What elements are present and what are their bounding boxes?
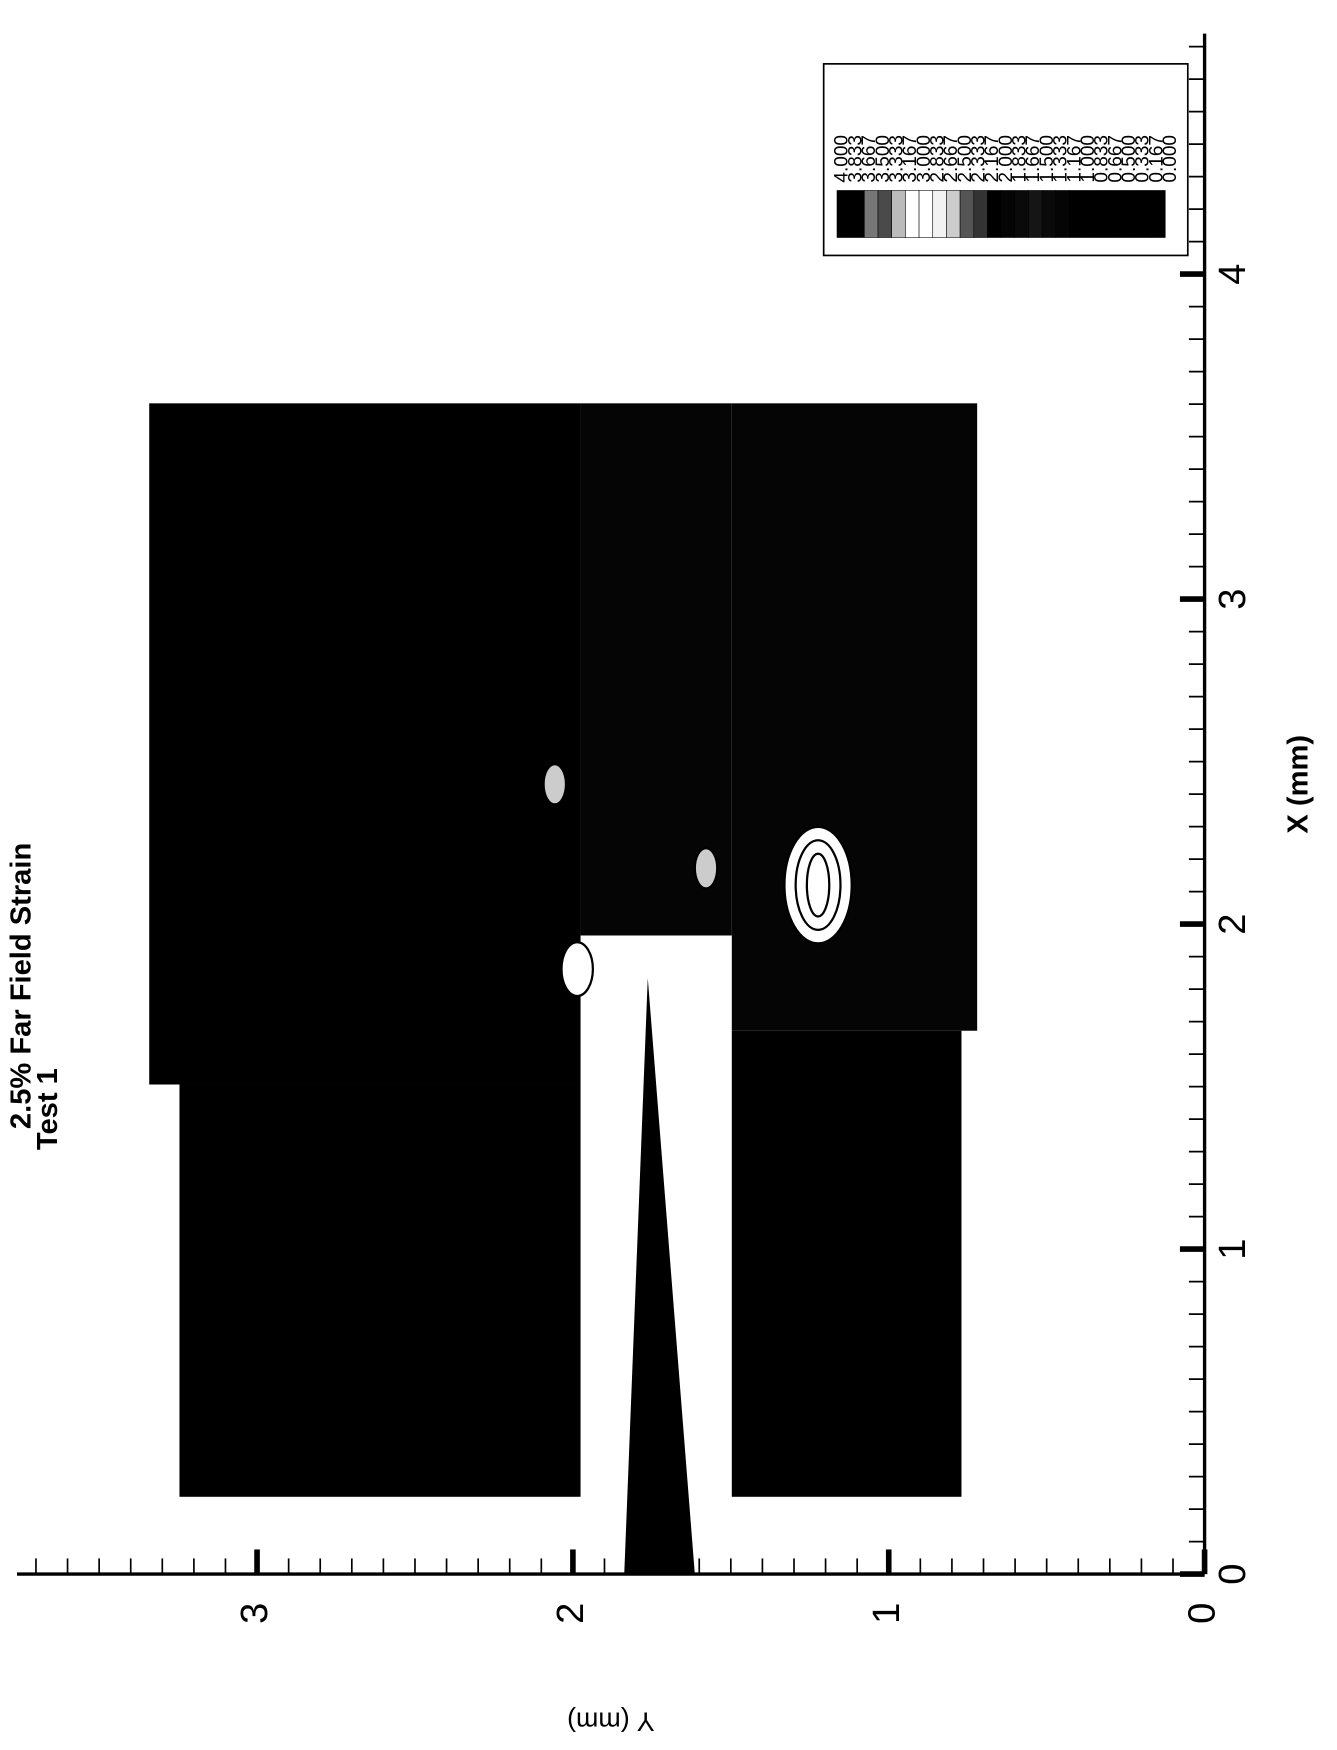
colorbar-cell	[1137, 190, 1152, 238]
strain-field	[149, 403, 978, 1575]
hot-spot-contour	[794, 839, 842, 932]
legend-label: 1.667	[1023, 135, 1044, 183]
colorbar-cell	[1000, 190, 1016, 238]
legend-label: 1.000	[1078, 135, 1099, 183]
colorbar-cell	[1069, 190, 1084, 238]
x-tick-label: 1	[1212, 1239, 1254, 1260]
colorbar-cell	[1014, 190, 1029, 238]
chart-title: 2.5% Far Field Strain	[5, 843, 37, 1129]
hot-spot	[693, 846, 719, 890]
y-tick-label: 2	[550, 1603, 592, 1624]
legend-label: 3.667	[859, 135, 880, 183]
colorbar-cell	[959, 190, 975, 238]
x-tick-label: 3	[1212, 589, 1254, 610]
legend-label: 2.333	[969, 135, 990, 183]
hot-spot	[542, 762, 568, 806]
legend-label: 0.833	[1092, 135, 1113, 183]
colorbar-cell	[1028, 190, 1043, 238]
colorbar-cell	[891, 190, 906, 238]
colorbar-cell	[850, 190, 865, 238]
hot-spot	[560, 941, 594, 998]
y-tick-label: 3	[234, 1603, 276, 1624]
colorbar-cell	[932, 190, 947, 238]
hot-spot-contour	[805, 852, 831, 918]
legend-label: 0.000	[1160, 135, 1181, 183]
notch-wedge	[624, 978, 695, 1575]
colorbar-cell	[836, 190, 851, 238]
field-block	[731, 403, 978, 1031]
legend-label: 3.833	[845, 135, 866, 183]
legend-label: 1.167	[1064, 135, 1085, 183]
colorbar-cell	[864, 190, 879, 238]
y-tick-label: 1	[866, 1603, 908, 1624]
colorbar-cell	[973, 190, 988, 238]
colorbar-cell	[1082, 190, 1098, 238]
y-tick-label: 0	[1182, 1603, 1224, 1624]
chart-subtitle: Test 1	[32, 1068, 64, 1150]
field-block	[179, 1084, 581, 1497]
colorbar-cell	[1055, 190, 1070, 238]
colorbar-cell	[1151, 190, 1166, 238]
legend-label: 3.000	[914, 135, 935, 183]
x-tick-label: 2	[1212, 914, 1254, 935]
legend-label: 2.167	[982, 135, 1003, 183]
colorbar-cell	[946, 190, 961, 238]
legend-label: 0.667	[1105, 135, 1126, 183]
legend-label: 0.333	[1133, 135, 1154, 183]
legend-label: 0.167	[1146, 135, 1167, 183]
x-tick-label: 4	[1212, 264, 1254, 285]
legend-label: 0.500	[1119, 135, 1140, 183]
legend-label: 4.000	[832, 135, 853, 183]
legend-label: 1.500	[1037, 135, 1058, 183]
y-axis-label: Y (mm)	[567, 1707, 655, 1737]
field-block	[149, 403, 581, 1085]
legend-label: 1.833	[1010, 135, 1031, 183]
legend-label: 3.333	[886, 135, 907, 183]
x-tick-label: 0	[1212, 1564, 1254, 1585]
field-block	[731, 1030, 962, 1497]
legend-label: 3.500	[873, 135, 894, 183]
legend-label: 2.667	[941, 135, 962, 183]
colorbar-cell	[1110, 190, 1125, 238]
colorbar-cell	[877, 190, 892, 238]
colorbar-cell	[918, 190, 934, 238]
legend-label: 2.500	[955, 135, 976, 183]
x-axis-label: X (mm)	[1283, 735, 1315, 834]
legend-label: 2.000	[996, 135, 1017, 183]
colorbar-cell	[1123, 190, 1139, 238]
legend-label: 2.833	[927, 135, 948, 183]
colorbar-cell	[1096, 190, 1111, 238]
legend-label: 1.333	[1051, 135, 1072, 183]
colorbar-cell	[905, 190, 920, 238]
field-block	[580, 403, 732, 936]
legend-label: 3.167	[900, 135, 921, 183]
colorbar-cell	[987, 190, 1002, 238]
colorbar-cell	[1041, 190, 1057, 238]
